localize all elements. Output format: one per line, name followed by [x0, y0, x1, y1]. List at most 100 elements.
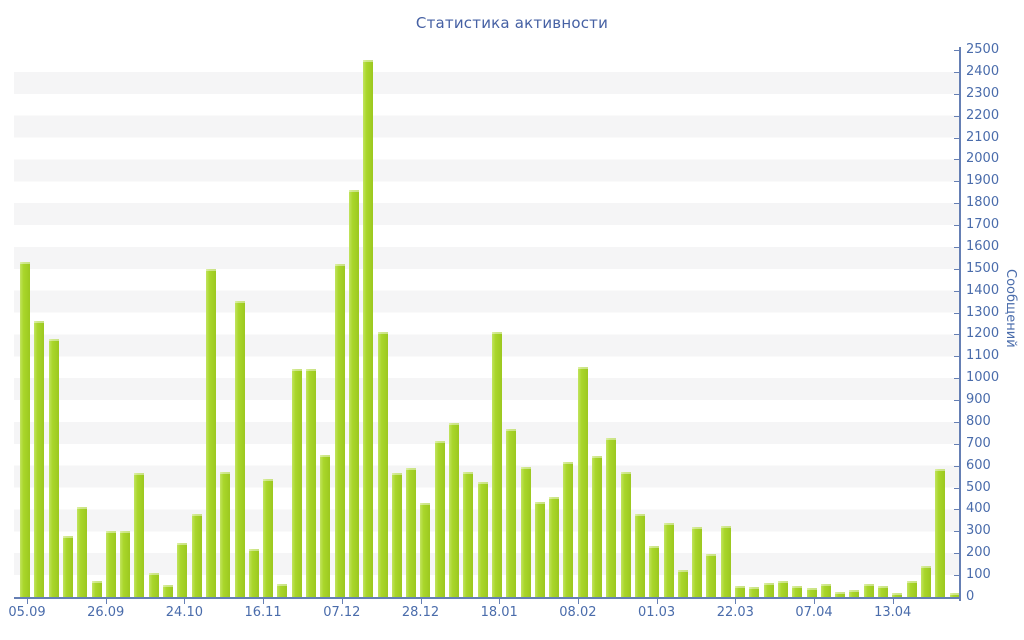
bar[interactable] [234, 300, 245, 597]
bar[interactable] [534, 501, 545, 597]
bar[interactable] [620, 472, 631, 597]
bar[interactable] [77, 507, 88, 597]
bar[interactable] [949, 592, 960, 597]
bar[interactable] [663, 522, 674, 597]
bar[interactable] [577, 367, 588, 597]
bar[interactable] [391, 473, 402, 597]
bar[interactable] [263, 478, 274, 597]
bar[interactable] [835, 591, 846, 597]
bar[interactable] [463, 472, 474, 597]
bar[interactable] [863, 583, 874, 597]
bar[interactable] [105, 531, 116, 597]
bar[interactable] [34, 321, 45, 597]
bar[interactable] [62, 535, 73, 597]
x-tick [105, 599, 107, 604]
bar[interactable] [563, 462, 574, 597]
y-tick [954, 465, 959, 467]
y-tick [954, 334, 959, 336]
x-tick [656, 599, 658, 604]
bar[interactable] [606, 438, 617, 597]
y-tick-label: 100 [966, 567, 991, 583]
bar[interactable] [634, 513, 645, 597]
bar[interactable] [120, 531, 131, 597]
x-axis-line [14, 597, 961, 599]
bar[interactable] [406, 467, 417, 597]
bar[interactable] [763, 582, 774, 597]
bar[interactable] [491, 332, 502, 597]
x-tick [420, 599, 422, 604]
bar[interactable] [248, 548, 259, 597]
bar[interactable] [549, 497, 560, 597]
bar[interactable] [348, 190, 359, 597]
bar[interactable] [291, 369, 302, 597]
bar[interactable] [363, 59, 374, 597]
x-tick-label: 16.11 [244, 605, 282, 620]
bar[interactable] [892, 592, 903, 597]
bar[interactable] [920, 566, 931, 597]
y-tick-label: 2100 [966, 129, 1000, 145]
bar[interactable] [720, 525, 731, 597]
bar[interactable] [220, 472, 231, 597]
bar[interactable] [878, 586, 888, 597]
bar[interactable] [91, 580, 102, 597]
bar[interactable] [735, 586, 745, 597]
y-tick-label: 1800 [966, 195, 1000, 211]
x-tick [263, 599, 265, 604]
bar[interactable] [692, 526, 703, 597]
bar[interactable] [477, 482, 488, 597]
bar[interactable] [377, 332, 388, 597]
bar[interactable] [706, 554, 717, 597]
bar[interactable] [177, 543, 188, 597]
y-tick [954, 312, 959, 314]
y-tick-label: 300 [966, 523, 991, 539]
y-tick [954, 50, 959, 51]
bar[interactable] [20, 262, 30, 597]
y-tick-label: 700 [966, 435, 991, 451]
y-tick-label: 2500 [966, 42, 1000, 57]
bar[interactable] [906, 580, 917, 597]
y-tick-label: 800 [966, 413, 991, 429]
y-tick [954, 575, 959, 577]
bar[interactable] [649, 545, 660, 597]
bar[interactable] [849, 590, 860, 597]
bar[interactable] [163, 584, 173, 597]
y-tick [954, 443, 959, 445]
bar[interactable] [935, 469, 946, 597]
bar[interactable] [749, 587, 760, 597]
bar[interactable] [320, 454, 331, 597]
bar[interactable] [205, 268, 216, 597]
y-tick [954, 509, 959, 511]
bar[interactable] [434, 440, 445, 597]
y-tick [954, 246, 959, 248]
bar[interactable] [592, 455, 602, 597]
x-tick-label: 08.02 [559, 605, 597, 620]
bar[interactable] [48, 338, 59, 597]
y-tick-label: 1100 [966, 348, 1000, 364]
x-tick [814, 599, 815, 604]
bar[interactable] [277, 583, 288, 597]
bar[interactable] [134, 473, 145, 597]
bar[interactable] [792, 586, 803, 597]
bar[interactable] [191, 513, 202, 597]
y-tick [954, 115, 959, 117]
y-tick [954, 268, 959, 270]
y-tick [954, 553, 959, 555]
bar[interactable] [420, 502, 431, 597]
x-tick-label: 13.04 [874, 605, 912, 620]
x-tick [735, 599, 737, 604]
bar[interactable] [148, 572, 159, 597]
bar[interactable] [449, 423, 459, 597]
bar[interactable] [820, 583, 831, 597]
x-tick [892, 599, 894, 604]
y-tick [954, 487, 959, 489]
bar[interactable] [520, 466, 531, 597]
y-tick [954, 159, 959, 161]
bar[interactable] [334, 264, 345, 597]
bar[interactable] [306, 369, 316, 597]
bar[interactable] [777, 580, 788, 597]
bar[interactable] [677, 569, 688, 597]
bar[interactable] [506, 428, 517, 597]
chart-title: Статистика активности [415, 14, 609, 32]
bar[interactable] [806, 588, 817, 597]
x-tick [27, 599, 28, 604]
